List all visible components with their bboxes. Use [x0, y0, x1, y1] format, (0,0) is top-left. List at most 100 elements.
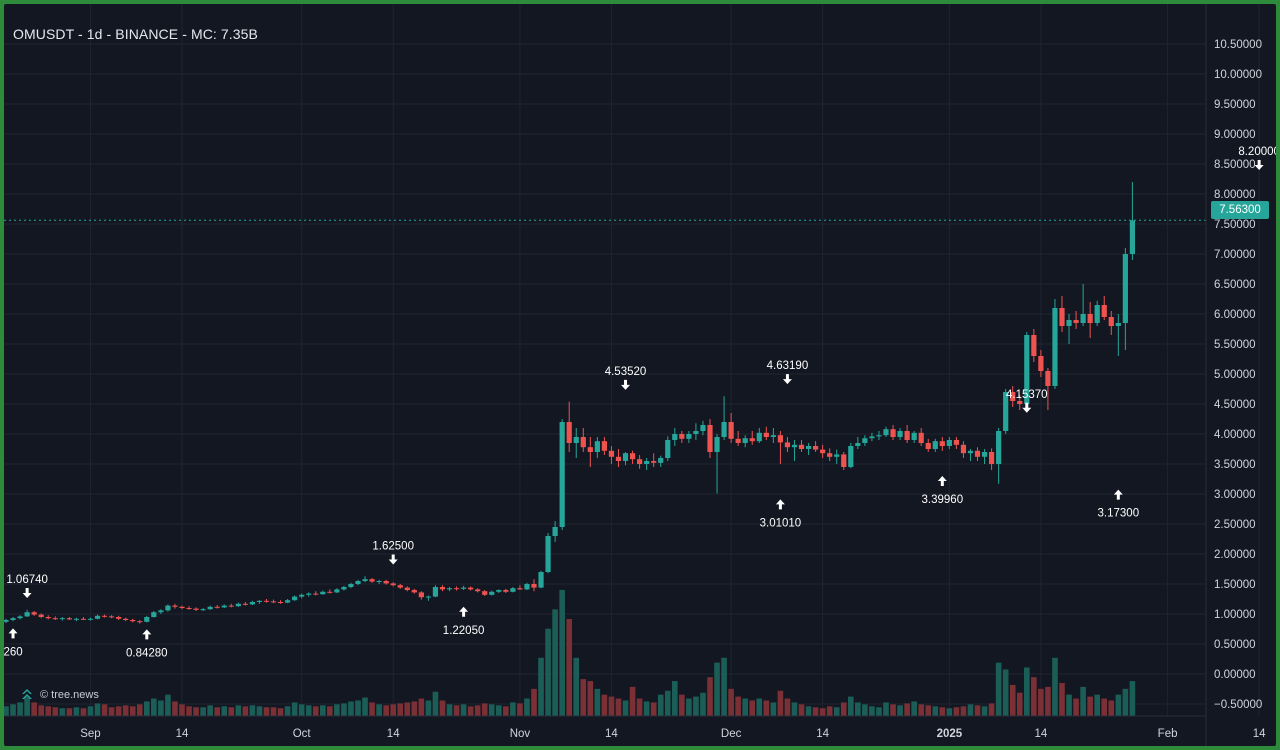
volume-bar	[1059, 683, 1065, 716]
candle-body	[94, 615, 101, 619]
volume-bar	[453, 705, 460, 716]
volume-bar	[404, 702, 411, 716]
candle-body	[418, 592, 424, 598]
candle-body	[87, 618, 94, 620]
candle-body	[700, 425, 706, 431]
arrow-down-icon	[388, 554, 398, 565]
volume-bar	[510, 702, 516, 716]
volume-bar	[538, 657, 544, 716]
price-tick-label: 7.50000	[1214, 219, 1256, 231]
volume-bar	[777, 690, 784, 716]
candle-body	[967, 450, 974, 454]
volume-bar	[932, 706, 939, 716]
candle-body	[805, 446, 812, 449]
volume-bar	[179, 704, 185, 716]
candle-body	[946, 440, 952, 446]
price-tick-label: 10.00000	[1214, 69, 1262, 81]
candlestick-chart[interactable]: 260 1.06740 0.84280 1.62500 1.22050 4.53520 3.…	[4, 4, 1276, 746]
volume-bar	[833, 707, 840, 716]
candle-body	[214, 606, 220, 608]
volume-bar	[1038, 688, 1044, 716]
volume-bar	[411, 701, 418, 716]
annotation-label: 4.15370	[1006, 389, 1048, 401]
price-tick-label: 4.50000	[1214, 399, 1256, 411]
volume-bar	[686, 698, 692, 716]
volume-bar	[1094, 694, 1100, 716]
candle-body	[594, 441, 600, 452]
annotation-label: 0.84280	[126, 647, 168, 659]
candle-body	[580, 437, 586, 448]
volume-bar	[1108, 700, 1115, 716]
candle-body	[608, 450, 615, 457]
candle-body	[285, 600, 291, 603]
volume-bar	[770, 702, 777, 716]
volume-bar	[4, 706, 9, 716]
candle-body	[383, 581, 389, 584]
annotations: 260 1.06740 0.84280 1.62500 1.22050 4.53520 3.…	[4, 146, 1276, 659]
candle-body	[897, 431, 903, 437]
arrow-up-icon	[937, 476, 947, 487]
volume-bar	[946, 708, 953, 716]
volume-bar	[320, 705, 326, 716]
candle-body	[862, 438, 868, 443]
candle-body	[179, 606, 185, 608]
volume-bar	[298, 704, 305, 716]
candle-body	[31, 612, 37, 615]
candle-body	[974, 450, 981, 457]
candle-body	[404, 587, 410, 590]
candle-body	[242, 603, 248, 605]
volume-bar	[531, 688, 537, 716]
candle-body	[355, 581, 361, 584]
volume-bar	[960, 706, 967, 716]
candle-body	[221, 605, 227, 608]
volume-bar	[580, 679, 587, 716]
arrow-down-icon	[782, 374, 792, 385]
candle-body	[784, 442, 791, 448]
volume-bar	[158, 700, 164, 716]
candle-body	[1059, 308, 1065, 326]
candle-body	[798, 444, 805, 449]
candle-body	[728, 422, 734, 439]
volume-bar	[784, 698, 791, 716]
price-tick-label: 6.50000	[1214, 279, 1256, 291]
time-tick-label: 14	[605, 728, 618, 740]
volume-bar	[17, 702, 23, 716]
volume-bar	[242, 706, 249, 716]
volume-bar	[305, 705, 312, 716]
volume-bar	[122, 705, 129, 716]
volume-bar	[136, 704, 143, 716]
annotation-label: 260	[4, 646, 23, 658]
price-tick-label: 5.00000	[1214, 369, 1256, 381]
volume-bar	[376, 704, 382, 716]
volume-bar	[742, 698, 748, 716]
volume-bar	[862, 704, 868, 716]
candle-body	[186, 608, 192, 609]
volume-bar	[439, 700, 446, 716]
candle-body	[1108, 317, 1114, 326]
volume-bar	[355, 700, 361, 716]
candle-body	[918, 432, 924, 443]
volume-bar	[707, 677, 713, 716]
candle-body	[827, 453, 833, 457]
candle-body	[390, 583, 396, 586]
time-tick-label: 14	[816, 728, 829, 740]
price-tick-label: 10.50000	[1214, 39, 1262, 51]
candle-body	[1073, 320, 1079, 323]
candle-body	[1017, 401, 1023, 404]
candle-body	[461, 587, 467, 589]
time-axis[interactable]: Sep 14 Oct 14 Nov 14 Dec 14 2025 14 Feb 14	[4, 715, 1266, 740]
candle-body	[904, 431, 910, 440]
candle-body	[770, 435, 776, 437]
price-axis[interactable]: 10.50000 10.00000 9.50000 9.00000 8.50000 8.0…	[1205, 4, 1262, 746]
candle-body	[1080, 314, 1086, 323]
candle-body	[1101, 305, 1107, 317]
volume-bar	[73, 707, 80, 716]
arrow-down-icon	[1254, 160, 1264, 170]
candle-body	[10, 618, 16, 620]
candles	[4, 182, 1135, 624]
candle-body	[1094, 305, 1100, 323]
volume-bar	[587, 681, 594, 716]
arrow-down-icon	[1022, 402, 1032, 413]
volume-bar	[334, 704, 340, 716]
candle-body	[468, 587, 474, 590]
